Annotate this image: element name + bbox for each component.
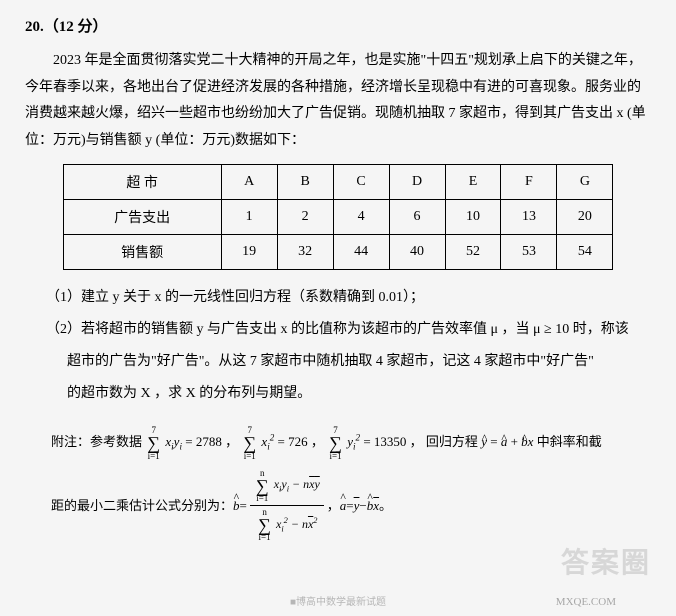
cell: 32 xyxy=(277,235,333,270)
term: xiyi xyxy=(165,434,182,449)
note-end: 中斜率和截 xyxy=(537,434,602,449)
cell: 10 xyxy=(445,200,501,235)
cell: 13 xyxy=(501,200,557,235)
x: x xyxy=(528,434,534,449)
period: 。 xyxy=(379,494,392,517)
comma: ， xyxy=(327,494,340,517)
fraction: n ∑ i=1 xiyi − nxy n ∑ i=1 xi2 − nx2 xyxy=(250,469,324,542)
note-prefix: 附注：参考数据 xyxy=(51,434,142,449)
intro-paragraph: 2023 年是全面贯彻落实党二十大精神的开局之年，也是实施"十四五"规划承上启下… xyxy=(25,48,651,154)
footnote-line1: 附注：参考数据 7 ∑ i=1 xiyi = 2788 ， 7 ∑ i=1 xi… xyxy=(25,426,651,460)
cell: 53 xyxy=(501,235,557,270)
sub-question-2-line1: （2）若将超市的销售额 y 与广告支出 x 的比值称为该超市的广告效率值 μ ，… xyxy=(46,316,651,344)
cell: 1 xyxy=(221,200,277,235)
sigma-icon: 7 ∑ i=1 xyxy=(147,426,160,460)
data-table: 超 市 A B C D E F G 广告支出 1 2 4 6 10 13 20 … xyxy=(63,164,614,270)
col-header: 超 市 xyxy=(63,165,221,200)
term: xi2 xyxy=(261,434,274,449)
term: yi2 xyxy=(347,434,360,449)
minus: − xyxy=(359,494,366,517)
sub-question-2-line3: 的超市数为 X ，求 X 的分布列与期望。 xyxy=(25,380,651,408)
col-header: G xyxy=(557,165,613,200)
footnote-line2: 距的最小二乘估计公式分别为： b = n ∑ i=1 xiyi − nxy n … xyxy=(25,469,651,542)
cell: 40 xyxy=(389,235,445,270)
plus: + xyxy=(511,434,522,449)
eq: = xyxy=(490,434,501,449)
cell: 54 xyxy=(557,235,613,270)
sigma-icon: 7 ∑ i=1 xyxy=(243,426,256,460)
note2-prefix: 距的最小二乘估计公式分别为： xyxy=(51,494,233,517)
cell: 4 xyxy=(333,200,389,235)
note-val1: = 2788 ， xyxy=(185,434,238,449)
watermark: 答案圈 xyxy=(561,541,651,581)
sub-question-2-line2: 超市的广告为"好广告"。从这 7 家超市中随机抽取 4 家超市，记这 4 家超市… xyxy=(25,348,651,376)
cell: 44 xyxy=(333,235,389,270)
cell: 6 xyxy=(389,200,445,235)
col-header: B xyxy=(277,165,333,200)
sigma-icon: n ∑ i=1 xyxy=(258,508,271,542)
cell: 20 xyxy=(557,200,613,235)
eq: = xyxy=(240,494,247,517)
note-val2: = 726 ， xyxy=(278,434,324,449)
col-header: E xyxy=(445,165,501,200)
row-header: 广告支出 xyxy=(63,200,221,235)
watermark-source: ■博高中数学最新试题 xyxy=(290,593,386,608)
watermark-url: MXQE.COM xyxy=(556,596,616,608)
cell: 2 xyxy=(277,200,333,235)
b-hat: b xyxy=(233,494,240,517)
a-hat: a xyxy=(340,494,347,517)
col-header: D xyxy=(389,165,445,200)
cell: 19 xyxy=(221,235,277,270)
y-hat: y xyxy=(481,434,487,449)
sigma-icon: 7 ∑ i=1 xyxy=(329,426,342,460)
col-header: F xyxy=(501,165,557,200)
col-header: A xyxy=(221,165,277,200)
cell: 52 xyxy=(445,235,501,270)
table-row: 销售额 19 32 44 40 52 53 54 xyxy=(63,235,613,270)
sigma-icon: n ∑ i=1 xyxy=(256,469,269,503)
question-number: 20.（12 分） xyxy=(25,15,651,36)
b-hat: b xyxy=(367,494,374,517)
b-hat: b xyxy=(521,434,528,449)
col-header: C xyxy=(333,165,389,200)
row-header: 销售额 xyxy=(63,235,221,270)
table-row: 超 市 A B C D E F G xyxy=(63,165,613,200)
note-val3: = 13350 ， xyxy=(363,434,422,449)
a-hat: a xyxy=(501,434,508,449)
table-row: 广告支出 1 2 4 6 10 13 20 xyxy=(63,200,613,235)
sub-question-1: （1）建立 y 关于 x 的一元线性回归方程（系数精确到 0.01）； xyxy=(46,284,651,312)
note-regression: 回归方程 xyxy=(426,434,478,449)
eq: = xyxy=(346,494,353,517)
